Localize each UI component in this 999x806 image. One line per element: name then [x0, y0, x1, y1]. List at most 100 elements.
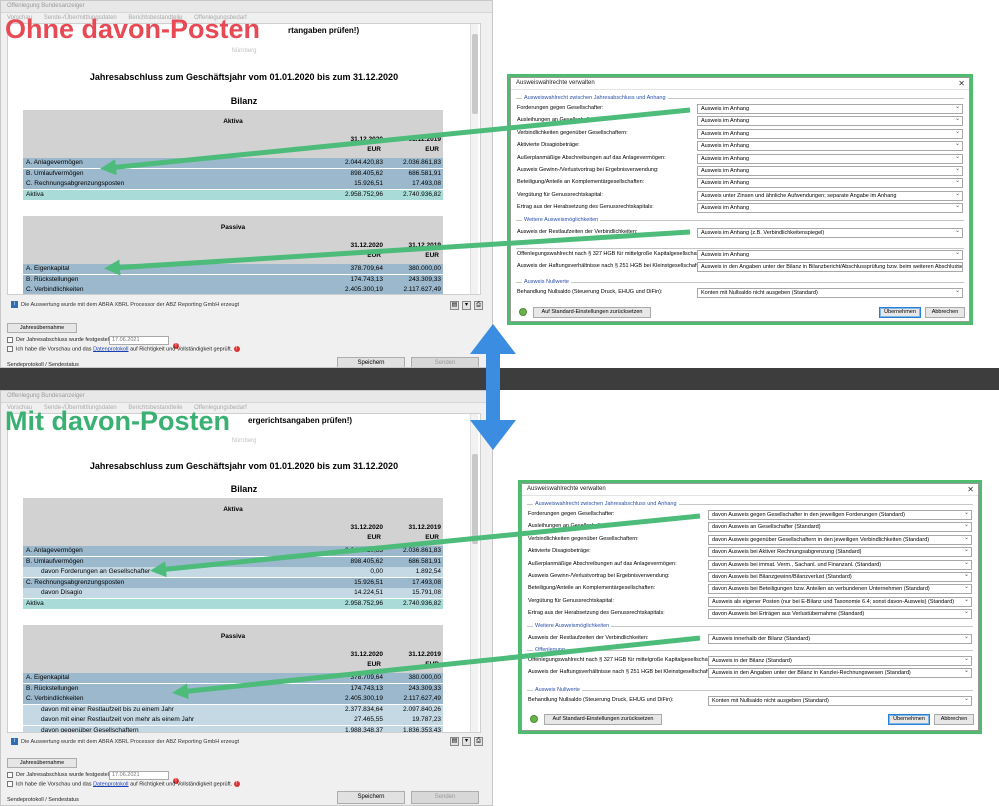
- tab-offenlegungsbedarf[interactable]: Offenlegungsbedarf: [194, 405, 247, 411]
- col-currency-1: EUR: [367, 534, 381, 541]
- close-icon[interactable]: ✕: [958, 79, 965, 88]
- top-jahresuebernahme-button[interactable]: Jahresübernahme: [7, 323, 77, 333]
- option-label: Ertrag aus der Herabsetzung des Genussre…: [528, 610, 665, 617]
- tab-sendedaten[interactable]: Sende-/Übermittlungsdaten: [43, 405, 117, 411]
- tab-offenlegungsbedarf[interactable]: Offenlegungsbedarf: [194, 15, 247, 21]
- option-select[interactable]: Ausweis im Anhang: [697, 141, 963, 152]
- close-icon[interactable]: ✕: [967, 485, 974, 494]
- option-label: Ausleihungen an Gesellschafter:: [528, 523, 608, 530]
- option-select[interactable]: Ausweis im Anhang: [697, 166, 963, 176]
- option-select[interactable]: Ausweis in der Bilanz (Standard): [708, 656, 972, 666]
- option-select[interactable]: davon Ausweis bei immat. Verm., Sachanl.…: [708, 559, 972, 570]
- bottom-date-input[interactable]: 17.06.2021: [109, 771, 169, 780]
- cancel-button[interactable]: Abbrechen: [925, 307, 965, 318]
- bottom-jahresuebernahme-button[interactable]: Jahresübernahme: [7, 758, 77, 768]
- apply-button[interactable]: Übernehmen: [888, 714, 930, 725]
- dialog-option-row: Vergütung für Genussrechtskapital: Auswei…: [517, 190, 963, 201]
- top-date-input[interactable]: 17.06.2021: [109, 336, 169, 345]
- option-select[interactable]: Ausweis im Anhang: [697, 178, 963, 189]
- option-select[interactable]: Ausweis im Anhang (z.B. Verbindlichkeite…: [697, 228, 963, 238]
- top-dropdown-icon[interactable]: ▾: [462, 301, 471, 310]
- row-label: Aktiva: [26, 599, 44, 607]
- option-label: Behandlung Nullsaldo (Steuerung Druck, E…: [517, 289, 663, 295]
- option-select[interactable]: davon Ausweis an Gesellschafter (Standar…: [708, 522, 972, 533]
- dialog-option-row: Ausweis der Restlaufzeiten der Verbindli…: [528, 634, 972, 644]
- option-select[interactable]: Ausweis in den Angaben unter der Bilanz …: [708, 668, 972, 679]
- apply-button[interactable]: Übernehmen: [879, 307, 921, 318]
- top-festgestellt-checkbox[interactable]: [7, 337, 13, 343]
- top-preview-scrollbar[interactable]: [470, 24, 478, 294]
- bottom-geprueft-checkbox[interactable]: [7, 781, 13, 787]
- option-select[interactable]: davon Ausweis bei Aktiver Rechnungsabgre…: [708, 547, 972, 558]
- option-label: Aktivierte Disagiobeträge:: [528, 548, 591, 555]
- option-select[interactable]: Ausweis innerhalb der Bilanz (Standard): [708, 634, 972, 644]
- top-send-button[interactable]: Senden: [411, 357, 479, 367]
- option-select[interactable]: Ausweis im Anhang: [697, 128, 963, 139]
- row-value-2019: 2.740.936,82: [403, 190, 441, 198]
- table-row: davon mit einer Restlaufzeit von mehr al…: [23, 715, 443, 725]
- dialog-option-row: Verbindlichkeiten gegenüber Gesellschaft…: [517, 128, 963, 139]
- cancel-button[interactable]: Abbrechen: [934, 714, 974, 725]
- top-datenprotokoll-link[interactable]: Datenprotokoll: [93, 346, 129, 353]
- reset-defaults-button[interactable]: Auf Standard-Einstellungen zurücksetzen: [544, 714, 662, 725]
- row-label: B. Umlaufvermögen: [26, 557, 84, 565]
- top-header-hint: rtangaben prüfen!): [288, 26, 360, 35]
- row-label: B. Umlaufvermögen: [26, 169, 84, 177]
- bottom-preview-scrollbar[interactable]: [470, 414, 478, 732]
- tab-vorschau[interactable]: Vorschau: [7, 405, 33, 411]
- top-passiva-header: Passiva 31.12.2020 31.12.2019 EUR EUR: [23, 216, 443, 264]
- top-tab-bar: Vorschau Sende-/Übermittlungsdaten Beric…: [1, 13, 492, 23]
- bottom-datenprotokoll-link[interactable]: Datenprotokoll: [93, 781, 129, 788]
- bottom-send-button[interactable]: Senden: [411, 791, 479, 804]
- top-save-icon[interactable]: ▤: [450, 301, 459, 310]
- top-save-button[interactable]: Speichern: [337, 357, 405, 367]
- option-select[interactable]: Ausweis im Anhang: [697, 153, 963, 164]
- tab-berichtsbestandteile[interactable]: Berichtsbestandteile: [128, 405, 183, 411]
- top-geprueft-label: Ich habe die Vorschau und das Datenproto…: [16, 346, 240, 352]
- top-sendeprotokoll[interactable]: Sendeprotokoll / Sendestatus: [7, 362, 79, 368]
- dialog-option-row: Aktivierte Disagiobeträge: Ausweis im Anh…: [517, 141, 963, 152]
- option-select[interactable]: Ausweis als eigener Posten (nur bei E-Bi…: [708, 596, 972, 607]
- option-select[interactable]: Ausweis im Anhang: [697, 116, 963, 127]
- bottom-print-icon[interactable]: ⎙: [474, 737, 483, 746]
- bottom-scroll-thumb[interactable]: [472, 454, 478, 544]
- row-label: A. Anlagevermögen: [26, 159, 83, 166]
- top-window-title: Offenlegung Bundesanzeiger: [1, 1, 492, 13]
- dialog-option-row: Forderungen gegen Gesellschafter: davon A…: [528, 510, 972, 520]
- tab-berichtsbestandteile[interactable]: Berichtsbestandteile: [128, 15, 183, 21]
- tab-sendedaten[interactable]: Sende-/Übermittlungsdaten: [43, 15, 117, 21]
- bottom-sendeprotokoll[interactable]: Sendeprotokoll / Sendestatus: [7, 797, 79, 803]
- row-label: davon mit einer Restlaufzeit von mehr al…: [41, 716, 195, 723]
- bottom-dropdown-icon[interactable]: ▾: [462, 737, 471, 746]
- option-select[interactable]: davon Ausweis gegenüber Gesellschaftern …: [708, 534, 972, 545]
- option-select[interactable]: davon Ausweis gegen Gesellschafter in de…: [708, 510, 972, 520]
- tab-vorschau[interactable]: Vorschau: [7, 15, 33, 21]
- option-select[interactable]: davon Ausweis bei Bilanzgewinn/Bilanzver…: [708, 572, 972, 582]
- option-label: Beteiligung/Anteile an Komplementärgesel…: [517, 179, 645, 186]
- top-scroll-thumb[interactable]: [472, 34, 478, 114]
- bottom-save-icon[interactable]: ▤: [450, 737, 459, 746]
- col-currency-1: EUR: [367, 146, 381, 153]
- option-label: Ausleihungen an Gesellschafter:: [517, 117, 597, 124]
- option-select[interactable]: Ausweis unter Zinsen und ähnliche Aufwen…: [697, 190, 963, 201]
- bottom-save-button[interactable]: Speichern: [337, 791, 405, 804]
- row-label: C. Verbindlichkeiten: [26, 286, 84, 293]
- option-label: Ausweis der Haftungsverhältnisse nach § …: [528, 669, 717, 676]
- row-value-2019: 243.309,33: [408, 275, 441, 283]
- top-city: Nürnberg: [231, 48, 257, 54]
- top-geprueft-checkbox[interactable]: [7, 346, 13, 352]
- bottom-festgestellt-checkbox[interactable]: [7, 772, 13, 778]
- option-select[interactable]: Konten mit Nullsaldo nicht ausgeben (Sta…: [708, 696, 972, 706]
- option-select[interactable]: Ausweis im Anhang: [697, 104, 963, 114]
- option-select[interactable]: davon Ausweis bei Beteiligungen bzw. Ant…: [708, 584, 972, 595]
- option-select[interactable]: Ausweis in den Angaben unter der Bilanz …: [697, 262, 963, 273]
- reset-defaults-button[interactable]: Auf Standard-Einstellungen zurücksetzen: [533, 307, 651, 318]
- option-select[interactable]: Konten mit Nullsaldo nicht ausgeben (Sta…: [697, 288, 963, 298]
- top-print-icon[interactable]: ⎙: [474, 301, 483, 310]
- dialog-option-row: Ausleihungen an Gesellschafter: davon Aus…: [528, 522, 972, 533]
- option-select[interactable]: davon Ausweis bei Erträgen aus Verlustüb…: [708, 609, 972, 620]
- option-select[interactable]: Ausweis im Anhang: [697, 250, 963, 260]
- row-value-2020: 2.405.300,19: [345, 695, 383, 702]
- row-value-2019: 2.036.861,83: [403, 159, 441, 166]
- option-select[interactable]: Ausweis im Anhang: [697, 203, 963, 214]
